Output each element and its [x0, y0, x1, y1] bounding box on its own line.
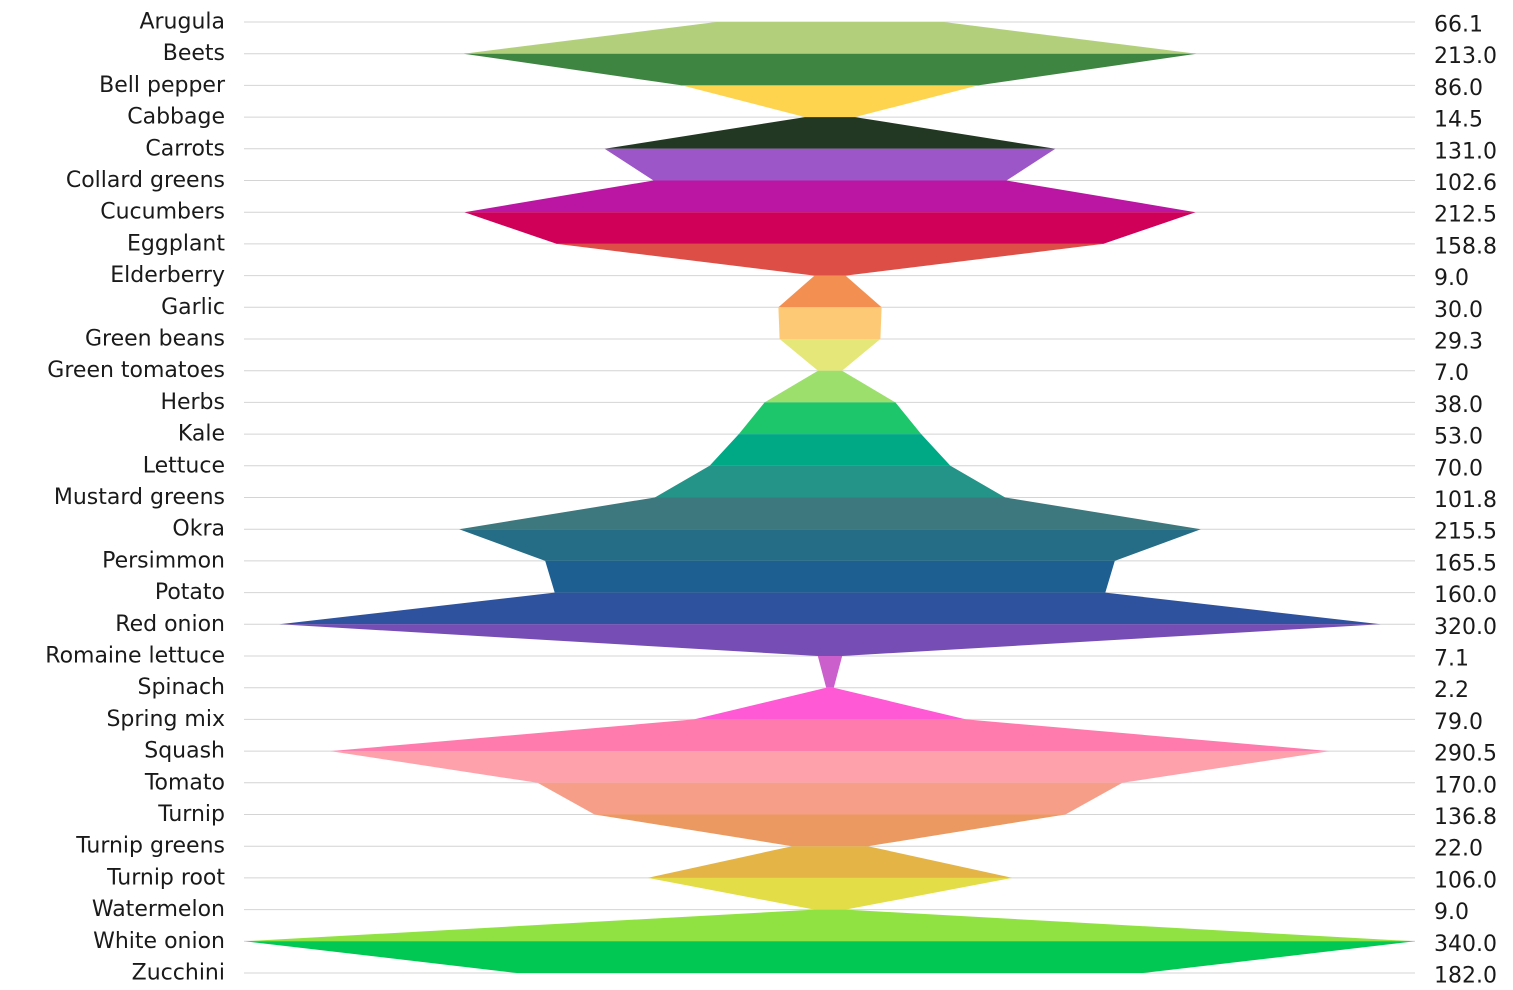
value-label: 136.8 [1434, 805, 1497, 830]
category-labels: Arugula Beets Bell pepper Cabbage Carrots Col… [45, 10, 226, 986]
category-label: White onion [93, 929, 225, 954]
band-kale [709, 434, 951, 466]
category-label: Romaine lettuce [45, 644, 225, 669]
value-label: 160.0 [1434, 583, 1497, 608]
category-label: Elderberry [110, 263, 225, 288]
value-label: 14.5 [1434, 108, 1483, 133]
category-label: Okra [172, 517, 225, 542]
value-label: 131.0 [1434, 139, 1497, 164]
band-white-onion [245, 941, 1415, 973]
value-label: 158.8 [1434, 234, 1497, 259]
category-label: Carrots [145, 136, 225, 161]
band-squash [330, 751, 1330, 783]
value-label: 30.0 [1434, 298, 1483, 323]
category-label: Tomato [144, 770, 225, 795]
category-label: Kale [178, 422, 225, 447]
value-label: 9.0 [1434, 266, 1469, 291]
value-label: 9.0 [1434, 900, 1469, 925]
category-label: Squash [144, 739, 225, 764]
band-bell-pepper [682, 85, 978, 118]
value-label: 170.0 [1434, 773, 1497, 798]
category-label: Green tomatoes [47, 358, 225, 383]
category-label: Turnip root [106, 865, 225, 890]
value-label: 7.0 [1434, 361, 1469, 386]
band-turnip-root [647, 877, 1013, 910]
value-label: 290.5 [1434, 742, 1497, 767]
value-label: 213.0 [1434, 44, 1497, 69]
category-label: Herbs [160, 390, 225, 415]
band-carrots [604, 148, 1056, 181]
value-label: 79.0 [1434, 710, 1483, 735]
value-label: 86.0 [1434, 76, 1483, 101]
band-romaine-lettuce [817, 656, 843, 688]
category-label: Turnip [157, 802, 225, 827]
value-label: 2.2 [1434, 678, 1469, 703]
band-garlic [778, 307, 882, 339]
category-label: Cabbage [127, 105, 225, 130]
band-lettuce [654, 465, 1006, 498]
band-mustard-greens [459, 497, 1201, 530]
band-beets [463, 53, 1197, 86]
value-label: 101.8 [1434, 488, 1497, 513]
category-label: Bell pepper [99, 73, 226, 98]
band-turnip-greens [647, 846, 1013, 878]
value-labels: 66.1 213.0 86.0 14.5 131.0 102.6 212.5 158.8 9.0… [1434, 13, 1497, 989]
value-label: 53.0 [1434, 425, 1483, 450]
category-label: Garlic [161, 295, 225, 320]
band-turnip [594, 814, 1066, 847]
band-eggplant [556, 243, 1104, 276]
band-arugula [463, 22, 1197, 54]
value-label: 320.0 [1434, 615, 1497, 640]
value-label: 106.0 [1434, 868, 1497, 893]
value-label: 212.5 [1434, 203, 1497, 228]
band-collard-greens [464, 180, 1196, 213]
value-label: 22.0 [1434, 837, 1483, 862]
category-label: Zucchini [132, 961, 225, 986]
band-herbs [738, 402, 922, 435]
value-label: 102.6 [1434, 171, 1497, 196]
value-label: 7.1 [1434, 647, 1469, 672]
area-bands [245, 22, 1415, 973]
value-label: 215.5 [1434, 520, 1497, 545]
category-label: Red onion [115, 612, 225, 637]
category-label: Spinach [137, 675, 225, 700]
category-label: Green beans [85, 327, 225, 352]
category-label: Cucumbers [100, 200, 225, 225]
band-cabbage [604, 117, 1056, 149]
band-green-tomatoes [764, 370, 896, 403]
category-label: Mustard greens [54, 485, 225, 510]
band-spinach [694, 687, 966, 720]
value-label: 29.3 [1434, 330, 1483, 355]
category-label: Potato [155, 580, 225, 605]
band-green-beans [779, 339, 881, 371]
band-tomato [537, 782, 1123, 815]
category-label: Spring mix [106, 707, 225, 732]
value-label: 70.0 [1434, 456, 1483, 481]
category-label: Watermelon [92, 897, 225, 922]
band-cucumbers [464, 212, 1196, 244]
value-label: 340.0 [1434, 932, 1497, 957]
category-label: Beets [163, 41, 225, 66]
category-label: Eggplant [127, 231, 225, 256]
category-label: Arugula [139, 10, 225, 35]
category-label: Collard greens [66, 168, 225, 193]
value-label: 66.1 [1434, 13, 1483, 38]
band-spring-mix [330, 719, 1330, 752]
band-red-onion [279, 624, 1381, 656]
band-persimmon [545, 560, 1115, 593]
band-potato [279, 592, 1381, 625]
band-okra [459, 529, 1201, 561]
value-label: 165.5 [1434, 551, 1497, 576]
category-label: Lettuce [143, 453, 225, 478]
value-label: 38.0 [1434, 393, 1483, 418]
value-label: 182.0 [1434, 964, 1497, 987]
band-watermelon [245, 909, 1415, 942]
band-elderberry [778, 275, 882, 308]
category-label: Turnip greens [75, 834, 225, 859]
category-label: Persimmon [102, 548, 225, 573]
